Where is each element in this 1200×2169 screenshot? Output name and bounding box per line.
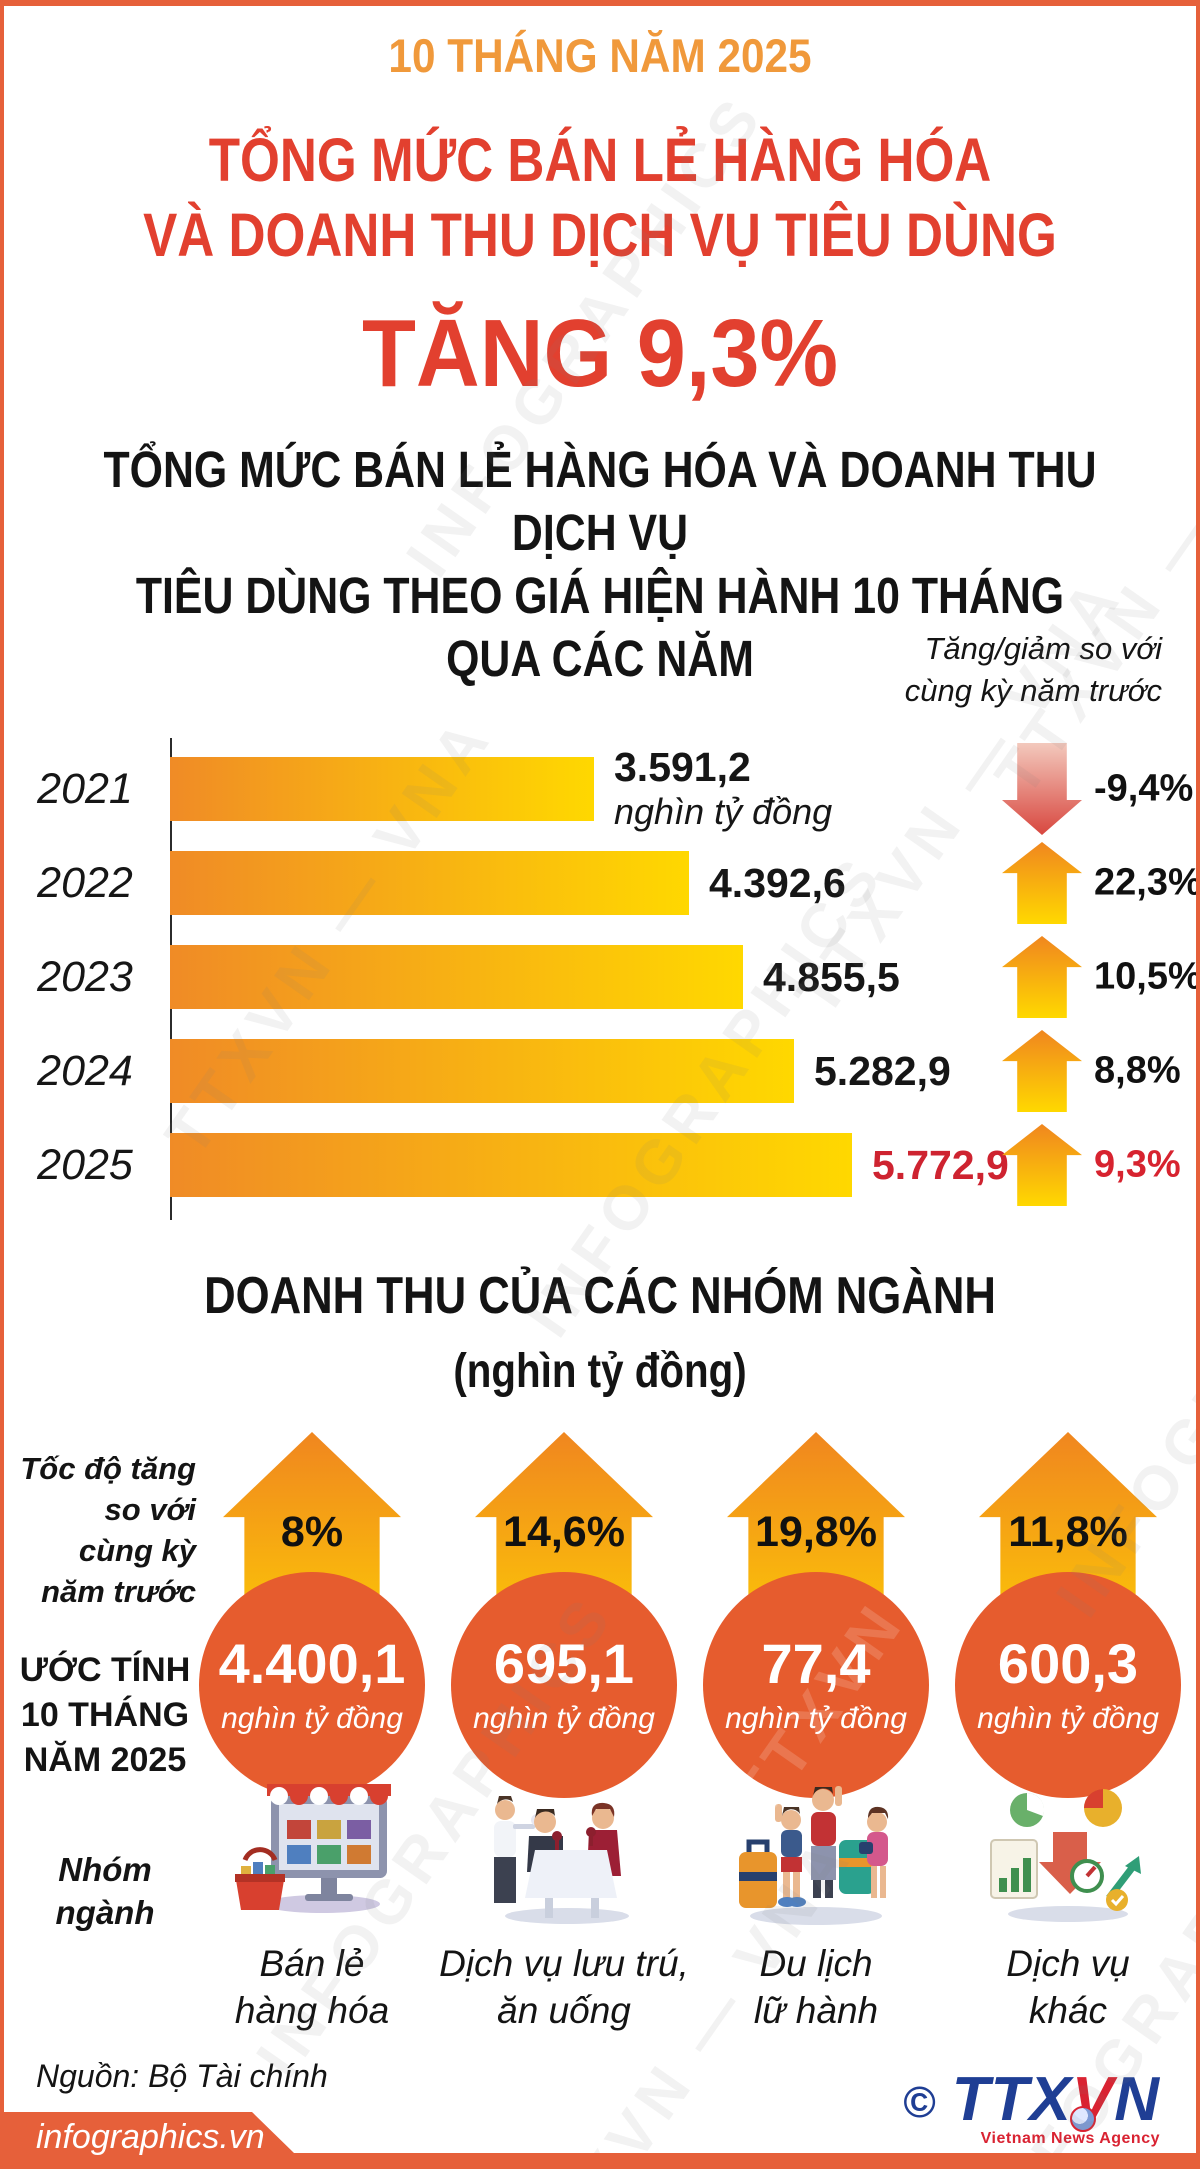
year-label: 2023 — [37, 952, 133, 1001]
arrow-up-icon — [1002, 842, 1082, 924]
value-label: 3.591,2 nghìn tỷ đồng — [614, 744, 832, 834]
group-column: 11,8% 600,3 nghìn tỷ đồng Dịch vụ khác — [942, 1432, 1194, 2034]
value-number: 4.855,5 — [763, 954, 900, 1000]
growth-percent: 14,6% — [503, 1508, 625, 1556]
year-label: 2025 — [37, 1140, 133, 1189]
right-border — [1196, 0, 1200, 2169]
logo-main: TTXVN Vietnam News Agency — [952, 2069, 1160, 2148]
main-title: TỔNG MỨC BÁN LẺ HÀNG HÓA VÀ DOANH THU DỊ… — [143, 126, 1057, 269]
value-number: 5.282,9 — [814, 1048, 951, 1094]
groups-title: DOANH THU CỦA CÁC NHÓM NGÀNH — [204, 1267, 996, 1325]
chart-row: 2022 4.392,6 22,3% — [0, 836, 1200, 930]
globe-icon — [1070, 2106, 1096, 2132]
change-percent: -9,4% — [1094, 767, 1194, 810]
arrow-up-icon — [1002, 936, 1082, 1018]
growth-percent: 8% — [280, 1508, 344, 1556]
top-border — [0, 0, 1200, 6]
value-label: 5.772,9 — [872, 1142, 1009, 1188]
circle-unit: nghìn tỷ đồng — [473, 1702, 655, 1735]
source-note: Nguồn: Bộ Tài chính — [36, 2058, 328, 2094]
value-circle: 600,3 nghìn tỷ đồng — [955, 1572, 1181, 1798]
copyright-icon: © — [903, 2078, 936, 2127]
change-percent: 10,5% — [1094, 955, 1200, 998]
dining-icon — [479, 1780, 649, 1930]
value-circle: 695,1 nghìn tỷ đồng — [451, 1572, 677, 1798]
logo-text: TTXVN — [951, 2065, 1160, 2134]
group-name: Bán lẻ hàng hóa — [234, 1943, 390, 2031]
headline-increase: TĂNG 9,3% — [361, 300, 839, 407]
logo-subtitle: Vietnam News Agency — [980, 2130, 1160, 2147]
growth-percent: 19,8% — [755, 1508, 877, 1556]
circle-unit: nghìn tỷ đồng — [725, 1702, 907, 1735]
site-name: infographics.vn — [36, 2118, 265, 2156]
value-number: 4.392,6 — [709, 860, 846, 906]
period-title: 10 THÁNG NĂM 2025 — [388, 29, 812, 82]
year-label: 2024 — [37, 1046, 133, 1095]
year-label: 2022 — [37, 858, 133, 907]
circle-value: 77,4 — [761, 1632, 871, 1695]
chart-row: 2024 5.282,9 8,8% — [0, 1024, 1200, 1118]
circle-value: 695,1 — [493, 1632, 635, 1695]
value-unit: nghìn tỷ đồng — [614, 791, 833, 832]
value-circle: 4.400,1 nghìn tỷ đồng — [199, 1572, 425, 1798]
growth-side-label: Tốc độ tăng so với cùng kỳ năm trước — [20, 1451, 196, 1609]
bar — [170, 757, 594, 821]
arrow-up-icon — [1002, 1124, 1082, 1206]
bar-area: 4.392,6 — [170, 836, 846, 930]
retail-icon — [227, 1780, 397, 1930]
group-column: 8% 4.400,1 nghìn tỷ đồng Bán lẻ hàng hóa — [186, 1432, 438, 2034]
value-label: 4.855,5 — [763, 954, 900, 1000]
circle-unit: nghìn tỷ đồng — [977, 1702, 1159, 1735]
bar — [170, 1133, 852, 1197]
header: 10 THÁNG NĂM 2025 TỔNG MỨC BÁN LẺ HÀNG H… — [0, 28, 1200, 409]
group-name: Dịch vụ lưu trú, ăn uống — [439, 1943, 689, 2031]
arrow-down-icon — [1002, 743, 1082, 835]
left-border — [0, 0, 4, 2169]
bar-chart-rows: 2021 3.591,2 nghìn tỷ đồng -9,4% 2022 4.392,6… — [0, 742, 1200, 1212]
change-percent: 9,3% — [1094, 1143, 1181, 1186]
chart-title: TỔNG MỨC BÁN LẺ HÀNG HÓA VÀ DOANH THU DỊ… — [103, 441, 1097, 687]
circle-unit: nghìn tỷ đồng — [221, 1702, 403, 1735]
services-icon — [983, 1780, 1153, 1930]
group-side-label: Nhóm ngành — [55, 1851, 155, 1931]
ttxvn-logo: © TTXVN Vietnam News Agency — [903, 2069, 1160, 2148]
group-name: Dịch vụ khác — [1006, 1943, 1130, 2031]
group-columns: 8% 4.400,1 nghìn tỷ đồng Bán lẻ hàng hóa 14… — [186, 1432, 1194, 2034]
groups-unit: (nghìn tỷ đồng) — [453, 1345, 747, 1398]
growth-percent: 11,8% — [1008, 1508, 1128, 1556]
group-name: Du lịch lữ hành — [753, 1943, 879, 2031]
group-column: 14,6% 695,1 nghìn tỷ đồng Dịch vụ lưu trú,… — [438, 1432, 690, 2034]
chart-legend: Tăng/giảm so với cùng kỳ năm trước — [904, 631, 1162, 708]
chart-row: 2021 3.591,2 nghìn tỷ đồng -9,4% — [0, 742, 1200, 836]
value-number: 3.591,2 — [614, 744, 751, 790]
bar — [170, 851, 689, 915]
bar — [170, 1039, 794, 1103]
bar-chart: 2021 3.591,2 nghìn tỷ đồng -9,4% 2022 4.392,6… — [0, 738, 1200, 1220]
bar-area: 4.855,5 — [170, 930, 900, 1024]
change-percent: 22,3% — [1094, 861, 1200, 904]
year-label: 2021 — [37, 764, 133, 813]
value-circle: 77,4 nghìn tỷ đồng — [703, 1572, 929, 1798]
bar-area: 5.282,9 — [170, 1024, 951, 1118]
value-label: 4.392,6 — [709, 860, 846, 906]
arrow-up-icon — [1002, 1030, 1082, 1112]
bar — [170, 945, 743, 1009]
chart-row: 2023 4.855,5 10,5% — [0, 930, 1200, 1024]
group-column: 19,8% 77,4 nghìn tỷ đồng Du lịch lữ hành — [690, 1432, 942, 2034]
change-percent: 8,8% — [1094, 1049, 1181, 1092]
circle-value: 4.400,1 — [218, 1632, 406, 1695]
estimate-side-label: ƯỚC TÍNH 10 THÁNG NĂM 2025 — [19, 1651, 191, 1779]
bar-area: 3.591,2 nghìn tỷ đồng — [170, 742, 832, 836]
circle-value: 600,3 — [997, 1632, 1139, 1695]
travel-icon — [731, 1780, 901, 1930]
value-number: 5.772,9 — [872, 1142, 1009, 1188]
value-label: 5.282,9 — [814, 1048, 951, 1094]
chart-row: 2025 5.772,9 9,3% — [0, 1118, 1200, 1212]
bar-area: 5.772,9 — [170, 1118, 1009, 1212]
